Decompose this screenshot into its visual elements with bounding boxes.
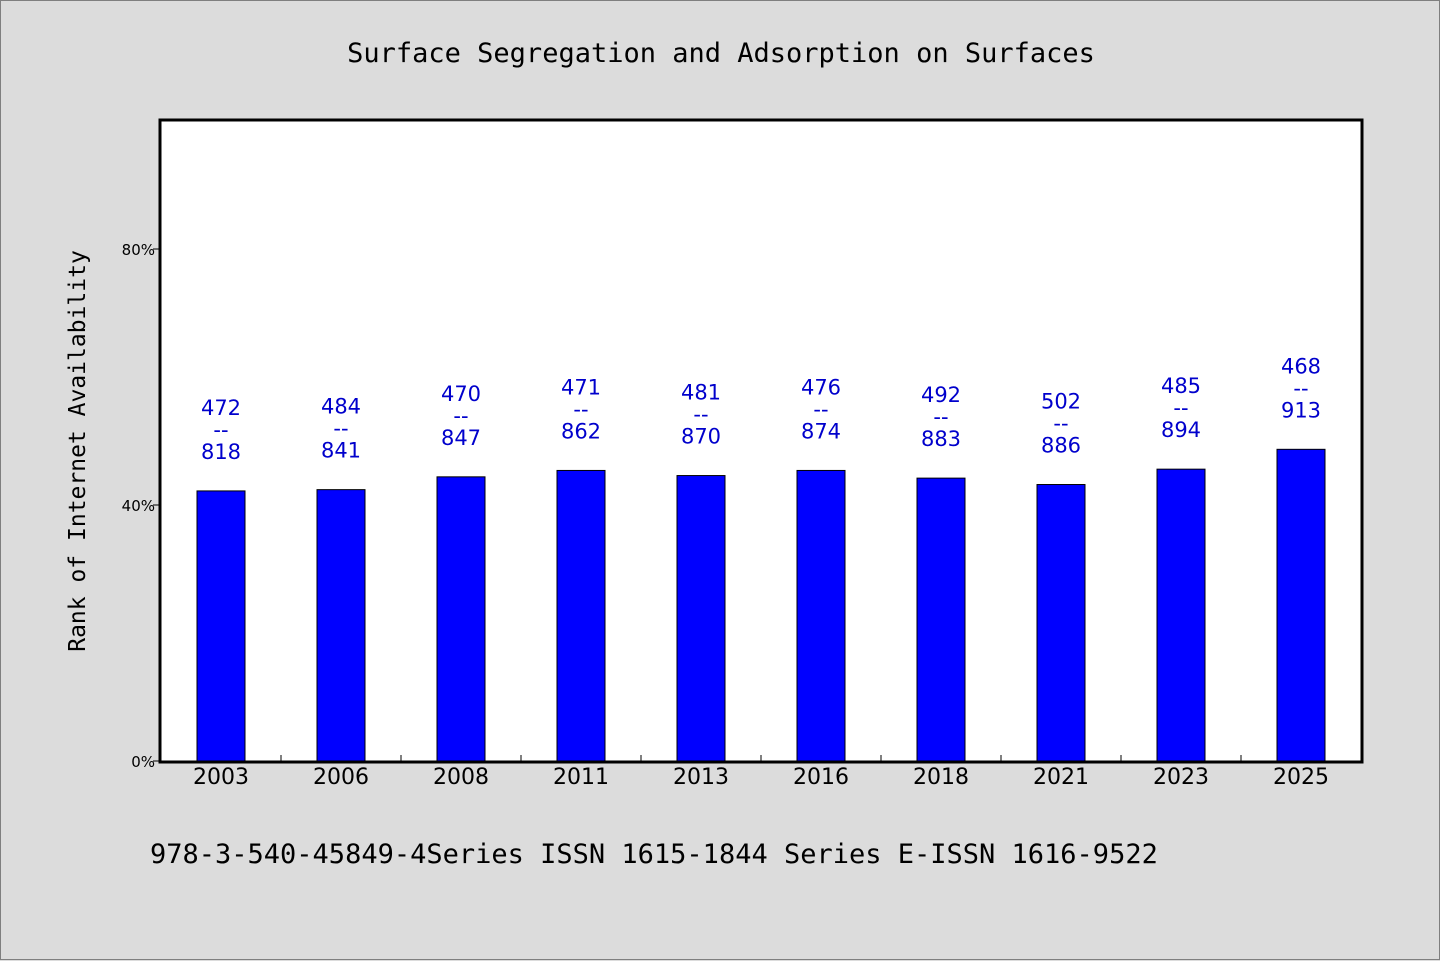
x-tick-label: 2023 <box>1153 765 1209 790</box>
bar-label-line: 913 <box>1281 398 1321 422</box>
bar-label-line: -- <box>1173 396 1188 420</box>
chart-title: Surface Segregation and Adsorption on Su… <box>347 38 1095 69</box>
bar-2008 <box>436 476 486 762</box>
bar-label-line: 485 <box>1161 374 1201 398</box>
bar-label-line: 472 <box>201 396 241 420</box>
bar-label-line: 886 <box>1041 434 1081 458</box>
bar-label-line: 862 <box>561 419 601 443</box>
bars <box>196 448 1326 762</box>
bar-label-line: 484 <box>321 395 361 419</box>
bar-label-2003: 472--818 <box>201 396 241 464</box>
bar-label-2025: 468--913 <box>1281 354 1321 422</box>
bar-label-line: -- <box>573 397 588 421</box>
bar-label-line: 470 <box>441 382 481 406</box>
bar-2013 <box>676 475 726 762</box>
bar-label-2016: 476--874 <box>801 375 841 443</box>
bar-label-2011: 471--862 <box>561 375 601 443</box>
footnote: 978-3-540-45849-4Series ISSN 1615-1844 S… <box>150 839 1158 870</box>
x-tick-label: 2003 <box>193 765 249 790</box>
y-axis-label: Rank of Internet Availability <box>65 250 91 652</box>
x-tick-label: 2025 <box>1273 765 1329 790</box>
bar-label-2023: 485--894 <box>1161 374 1201 442</box>
bar-2016 <box>796 469 846 762</box>
bar-label-line: 471 <box>561 375 601 399</box>
bar-2003 <box>196 490 246 762</box>
bar-2006 <box>316 489 366 762</box>
bar-label-line: -- <box>933 405 948 429</box>
bar-label-2008: 470--847 <box>441 382 481 450</box>
bar-label-line: -- <box>813 397 828 421</box>
bar-label-line: 847 <box>441 426 481 450</box>
bar-label-line: -- <box>453 404 468 428</box>
bar-2025 <box>1276 448 1326 762</box>
y-axis: 0% 40% 80% <box>122 241 161 771</box>
bar-label-line: 841 <box>321 439 361 463</box>
x-tick-label: 2006 <box>313 765 369 790</box>
bar-label-2013: 481--870 <box>681 381 721 449</box>
x-tick-label: 2018 <box>913 765 969 790</box>
bar-label-line: -- <box>1053 412 1068 436</box>
bar-label-line: 874 <box>801 419 841 443</box>
x-tick-label: 2008 <box>433 765 489 790</box>
bar-label-line: 481 <box>681 381 721 405</box>
y-tick-label: 80% <box>122 241 155 259</box>
bar-label-line: -- <box>693 403 708 427</box>
bar-label-line: 894 <box>1161 418 1201 442</box>
bar-label-line: 492 <box>921 383 961 407</box>
bar-label-line: 870 <box>681 425 721 449</box>
y-tick-label: 40% <box>122 497 155 515</box>
bar-label-line: 476 <box>801 375 841 399</box>
bar-label-2021: 502--886 <box>1041 390 1081 458</box>
bar-label-line: 468 <box>1281 354 1321 378</box>
x-tick-label: 2021 <box>1033 765 1089 790</box>
x-axis: 2003 2006 2008 2011 2013 2016 2018 2021 2023 2025 <box>193 755 1329 790</box>
bar-2023 <box>1156 468 1206 762</box>
bar-label-2006: 484--841 <box>321 395 361 463</box>
x-tick-label: 2011 <box>553 765 609 790</box>
bar-label-2018: 492--883 <box>921 383 961 451</box>
bar-2021 <box>1036 484 1086 762</box>
x-tick-label: 2013 <box>673 765 729 790</box>
y-tick-label: 0% <box>131 753 155 771</box>
bar-label-line: -- <box>1293 376 1308 400</box>
bar-label-line: 818 <box>201 440 241 464</box>
bar-label-line: -- <box>213 418 228 442</box>
bar-label-line: 883 <box>921 427 961 451</box>
bar-2018 <box>916 477 966 762</box>
bar-label-line: -- <box>333 417 348 441</box>
x-tick-label: 2016 <box>793 765 849 790</box>
bar-2011 <box>556 469 606 762</box>
bar-labels: 472--818484--841470--847471--862481--870… <box>201 354 1321 464</box>
bar-label-line: 502 <box>1041 390 1081 414</box>
